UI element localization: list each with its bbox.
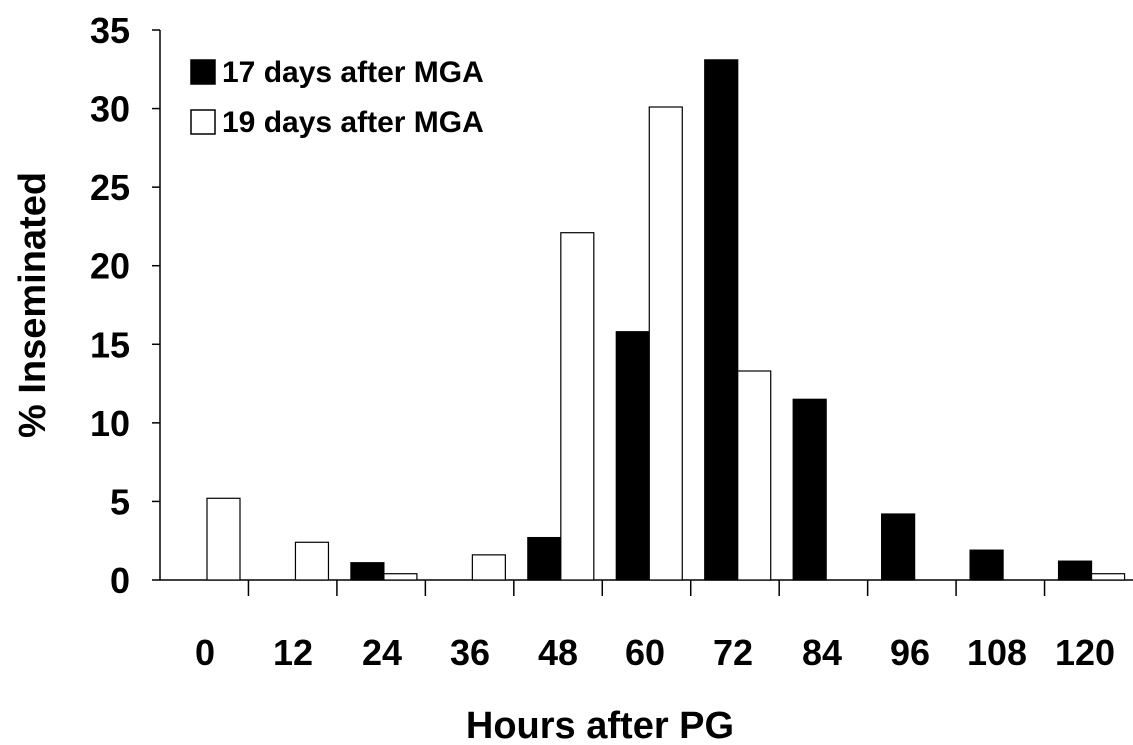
- x-tick-label: 72: [713, 632, 753, 673]
- x-tick-label: 96: [890, 632, 930, 673]
- legend-swatch: [190, 59, 216, 85]
- x-axis-title: Hours after PG: [466, 705, 734, 745]
- bar-series-1: [792, 398, 827, 581]
- y-axis-title: % Inseminated: [12, 172, 54, 438]
- bar-series-2: [648, 106, 683, 581]
- x-tick-label: 60: [625, 632, 665, 673]
- y-tick-label: 25: [90, 167, 130, 208]
- legend-label: 17 days after MGA: [222, 56, 484, 89]
- y-tick-label: 20: [90, 246, 130, 287]
- bar-series-1: [969, 549, 1004, 581]
- x-tick-label: 12: [273, 632, 313, 673]
- bar-series-2: [206, 497, 241, 581]
- y-axis: 0 5 10 15 20 25 30 35: [90, 10, 161, 601]
- legend-swatch: [190, 109, 216, 135]
- bar-series-2: [560, 232, 595, 581]
- bar-series-2: [383, 573, 418, 581]
- bar-series-1: [704, 59, 739, 581]
- bar-series-2: [1090, 573, 1126, 581]
- y-tick-label: 10: [90, 403, 130, 444]
- bar-series-2: [737, 370, 772, 581]
- bar-series-1: [1057, 560, 1093, 581]
- y-tick-label: 30: [90, 89, 130, 130]
- x-tick-label: 108: [967, 632, 1027, 673]
- x-tick-label: 24: [362, 632, 402, 673]
- y-tick-label: 0: [110, 560, 130, 601]
- x-axis: 0 12 24 36 48 60 72 84 96 108 120: [160, 579, 1133, 673]
- x-tick-label: 84: [802, 632, 842, 673]
- bar-series-2: [471, 554, 506, 581]
- bar-series-1: [615, 331, 650, 581]
- bar-series-1: [881, 513, 916, 581]
- y-tick-label: 15: [90, 324, 130, 365]
- bar-series-1: [527, 536, 562, 581]
- bar-series-2: [294, 541, 330, 581]
- x-tick-label: 36: [450, 632, 490, 673]
- x-tick-label: 0: [195, 632, 215, 673]
- x-tick-label: 48: [538, 632, 578, 673]
- bar-series-1: [350, 562, 385, 581]
- bars: [206, 59, 1126, 581]
- x-tick-label: 120: [1055, 632, 1115, 673]
- legend-label: 19 days after MGA: [222, 106, 484, 139]
- legend: 17 days after MGA 19 days after MGA: [190, 56, 484, 139]
- y-tick-label: 5: [110, 481, 130, 522]
- y-tick-label: 35: [90, 10, 130, 51]
